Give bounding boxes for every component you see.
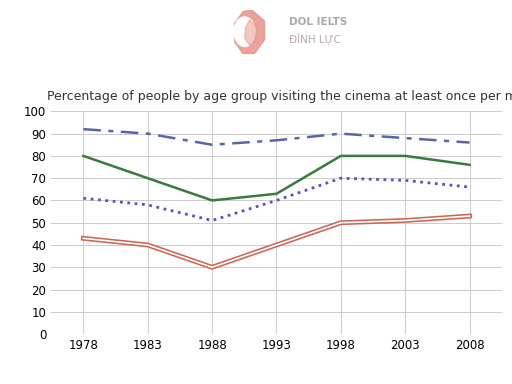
- Polygon shape: [245, 20, 257, 46]
- Text: Percentage of people by age group visiting the cinema at least once per month: Percentage of people by age group visiti…: [47, 90, 512, 103]
- Circle shape: [234, 17, 255, 46]
- Text: DOL IELTS: DOL IELTS: [289, 17, 348, 27]
- Polygon shape: [234, 10, 265, 53]
- Legend: Age 14-24, Age 25-34, Age 35-49, Age 50+: Age 14-24, Age 25-34, Age 35-49, Age 50+: [75, 380, 478, 384]
- Text: ĐÌNH LỰC: ĐÌNH LỰC: [289, 33, 341, 45]
